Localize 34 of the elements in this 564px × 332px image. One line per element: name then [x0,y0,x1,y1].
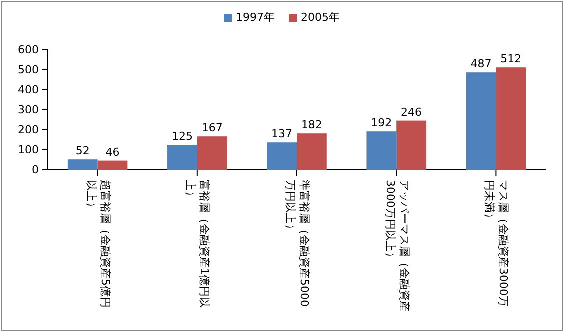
x-tick-label: 超富裕層（金融資産5億円以上） [84,180,112,310]
bar [496,68,526,170]
bar [396,120,426,170]
y-tick-label: 400 [18,84,39,97]
bar [466,72,496,170]
data-label: 487 [470,58,492,71]
data-label: 512 [500,52,522,66]
y-tick-label: 200 [18,124,39,137]
bar [267,142,297,170]
bar [366,132,397,170]
data-label: 167 [202,122,223,135]
legend-label: 2005年 [301,10,340,25]
data-label: 125 [172,130,193,143]
y-tick-label: 0 [32,164,39,177]
data-label: 246 [401,106,422,119]
data-label: 192 [371,116,392,130]
y-tick-label: 300 [18,104,39,117]
y-tick-label: 500 [18,64,39,77]
x-tick-label: 富裕層（金融資産1億円以上） [183,180,212,310]
legend-label: 1997年 [236,10,275,25]
x-tick-label: アッパーマス層（金融資産3000万円以上） [382,180,411,314]
bar [168,145,198,170]
y-tick-label: 100 [18,144,39,157]
bar [197,136,228,170]
bar [98,160,128,170]
x-tick-label: 準富裕層（金融資産5000万円以上） [283,180,311,309]
bar [297,134,327,170]
x-tick-label: マス層（金融資産3000万円未満） [482,180,510,309]
bar [68,160,98,170]
data-label: 137 [272,128,293,141]
data-label: 52 [76,144,90,158]
data-label: 182 [301,118,322,132]
data-label: 46 [106,146,120,159]
y-tick-label: 600 [18,44,39,57]
